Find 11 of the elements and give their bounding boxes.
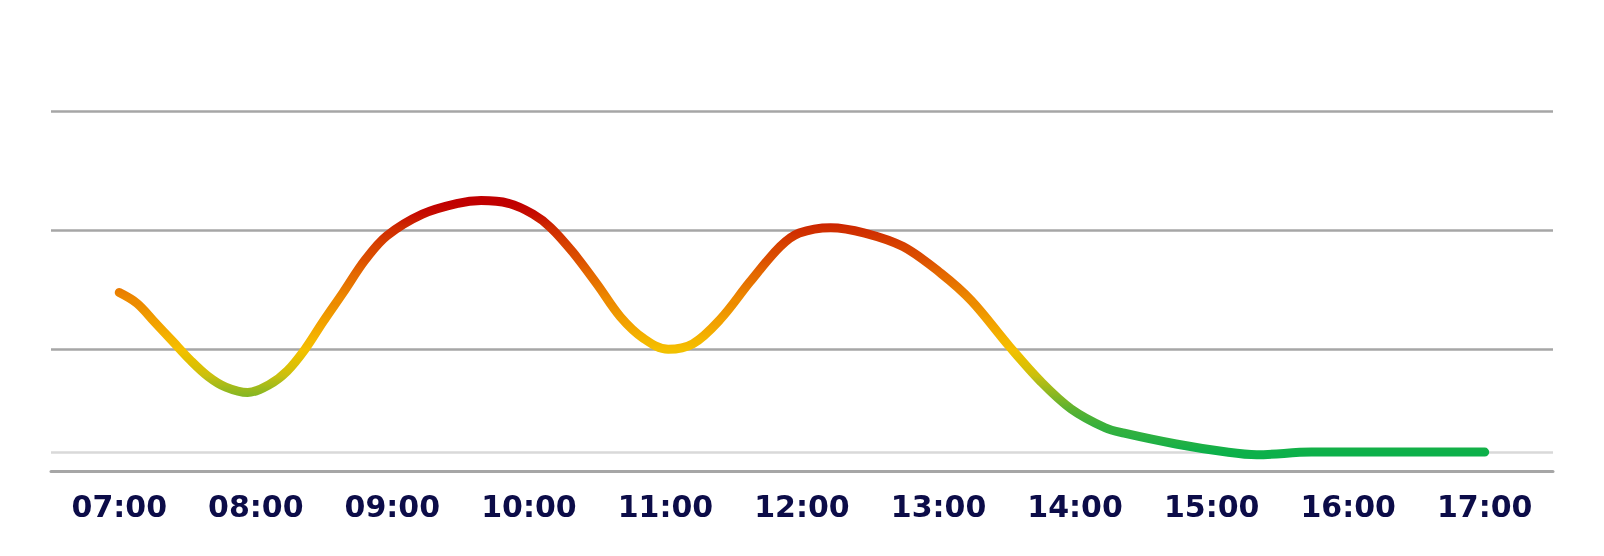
x-tick-label: 15:00 bbox=[1163, 488, 1260, 524]
x-tick-label: 11:00 bbox=[617, 488, 714, 524]
x-tick-label: 14:00 bbox=[1027, 488, 1123, 524]
x-tick-label: 09:00 bbox=[344, 488, 441, 524]
x-tick-label: 12:00 bbox=[754, 488, 850, 524]
x-tick-label: 07:00 bbox=[71, 488, 168, 524]
x-tick-label: 08:00 bbox=[208, 488, 304, 524]
x-tick-label: 13:00 bbox=[890, 488, 987, 524]
x-tick-label: 10:00 bbox=[481, 488, 577, 524]
x-tick-label: 16:00 bbox=[1300, 488, 1396, 524]
x-tick-label: 17:00 bbox=[1436, 488, 1533, 524]
